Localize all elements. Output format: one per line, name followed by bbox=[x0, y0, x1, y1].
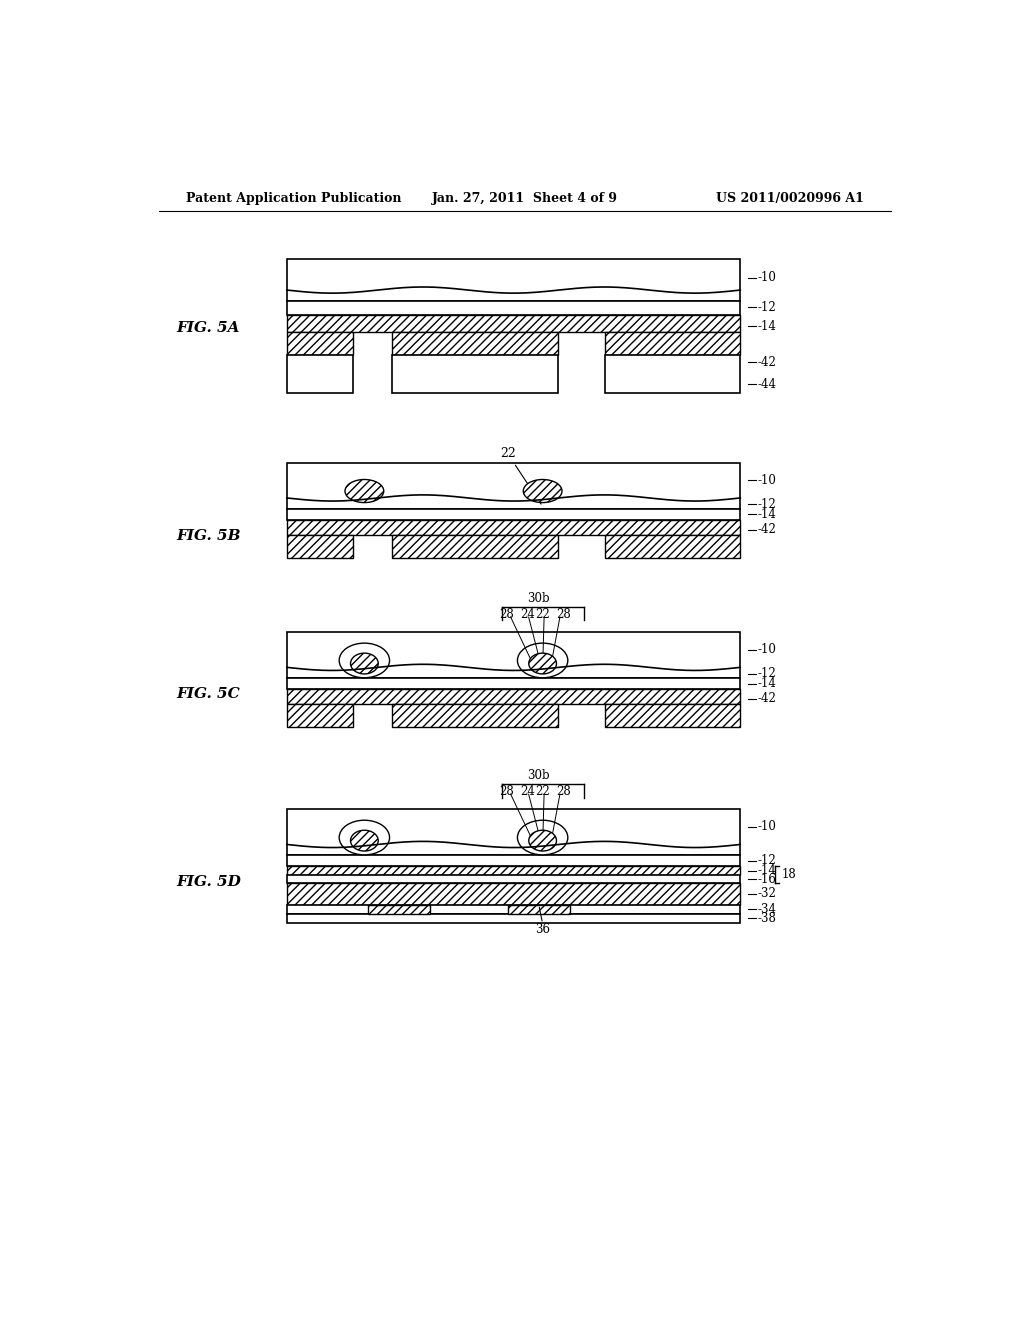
Text: -42: -42 bbox=[758, 523, 776, 536]
Text: 28: 28 bbox=[499, 607, 514, 620]
Text: 30b: 30b bbox=[527, 593, 550, 606]
Text: -10: -10 bbox=[758, 643, 776, 656]
Text: -16: -16 bbox=[758, 873, 776, 886]
Text: US 2011/0020996 A1: US 2011/0020996 A1 bbox=[717, 191, 864, 205]
Text: 28: 28 bbox=[556, 785, 571, 797]
Bar bbox=[287, 259, 740, 301]
Text: -32: -32 bbox=[758, 887, 776, 900]
Bar bbox=[604, 355, 740, 393]
Text: -44: -44 bbox=[758, 378, 776, 391]
Ellipse shape bbox=[350, 653, 378, 675]
Bar bbox=[287, 314, 740, 331]
Ellipse shape bbox=[345, 479, 384, 503]
Text: -12: -12 bbox=[758, 498, 776, 511]
Text: -12: -12 bbox=[758, 301, 776, 314]
Bar bbox=[287, 875, 740, 883]
Text: -14: -14 bbox=[758, 319, 776, 333]
Bar bbox=[287, 904, 740, 913]
Bar bbox=[287, 508, 740, 520]
Bar bbox=[287, 331, 352, 355]
Ellipse shape bbox=[517, 820, 568, 855]
Text: 22: 22 bbox=[536, 785, 550, 797]
Text: Patent Application Publication: Patent Application Publication bbox=[186, 191, 401, 205]
Text: -42: -42 bbox=[758, 356, 776, 370]
Bar bbox=[287, 535, 352, 558]
Text: 28: 28 bbox=[499, 785, 514, 797]
Bar bbox=[287, 883, 740, 904]
Text: FIG. 5C: FIG. 5C bbox=[176, 686, 240, 701]
Text: -34: -34 bbox=[758, 903, 776, 916]
Text: 24: 24 bbox=[520, 785, 536, 797]
Text: -10: -10 bbox=[758, 820, 776, 833]
Bar bbox=[287, 913, 740, 923]
Text: 22: 22 bbox=[536, 607, 550, 620]
Text: -12: -12 bbox=[758, 854, 776, 867]
Bar bbox=[287, 705, 352, 727]
Bar bbox=[287, 866, 740, 875]
Text: -42: -42 bbox=[758, 693, 776, 705]
Bar bbox=[391, 535, 558, 558]
Bar bbox=[287, 689, 740, 705]
Bar bbox=[508, 904, 569, 913]
Bar bbox=[287, 520, 740, 535]
Text: Jan. 27, 2011  Sheet 4 of 9: Jan. 27, 2011 Sheet 4 of 9 bbox=[432, 191, 617, 205]
Text: -14: -14 bbox=[758, 865, 776, 878]
Bar bbox=[604, 535, 740, 558]
Text: -14: -14 bbox=[758, 508, 776, 520]
Text: -10: -10 bbox=[758, 271, 776, 284]
Text: -38: -38 bbox=[758, 912, 776, 925]
Bar bbox=[287, 855, 740, 866]
Ellipse shape bbox=[528, 653, 556, 675]
Text: 36: 36 bbox=[536, 924, 550, 936]
Ellipse shape bbox=[528, 830, 556, 851]
Ellipse shape bbox=[339, 643, 389, 677]
Text: 22: 22 bbox=[500, 447, 541, 504]
Text: -12: -12 bbox=[758, 667, 776, 680]
Text: -14: -14 bbox=[758, 677, 776, 690]
Text: 18: 18 bbox=[781, 869, 796, 880]
Text: FIG. 5B: FIG. 5B bbox=[176, 529, 241, 543]
Bar bbox=[287, 301, 740, 314]
Ellipse shape bbox=[523, 479, 562, 503]
Ellipse shape bbox=[350, 830, 378, 851]
Ellipse shape bbox=[339, 820, 389, 855]
Text: FIG. 5A: FIG. 5A bbox=[176, 321, 240, 335]
Text: -10: -10 bbox=[758, 474, 776, 487]
Bar bbox=[287, 632, 740, 678]
Bar bbox=[287, 355, 352, 393]
Bar bbox=[391, 331, 558, 355]
Bar bbox=[287, 678, 740, 689]
Text: 24: 24 bbox=[520, 607, 536, 620]
Bar bbox=[287, 809, 740, 855]
Ellipse shape bbox=[517, 643, 568, 677]
Bar bbox=[604, 705, 740, 727]
Text: 30b: 30b bbox=[527, 770, 550, 783]
Bar bbox=[287, 462, 740, 508]
Text: 28: 28 bbox=[556, 607, 571, 620]
Text: FIG. 5D: FIG. 5D bbox=[176, 875, 241, 890]
Bar bbox=[391, 355, 558, 393]
Bar bbox=[369, 904, 430, 913]
Bar bbox=[604, 331, 740, 355]
Bar bbox=[391, 705, 558, 727]
